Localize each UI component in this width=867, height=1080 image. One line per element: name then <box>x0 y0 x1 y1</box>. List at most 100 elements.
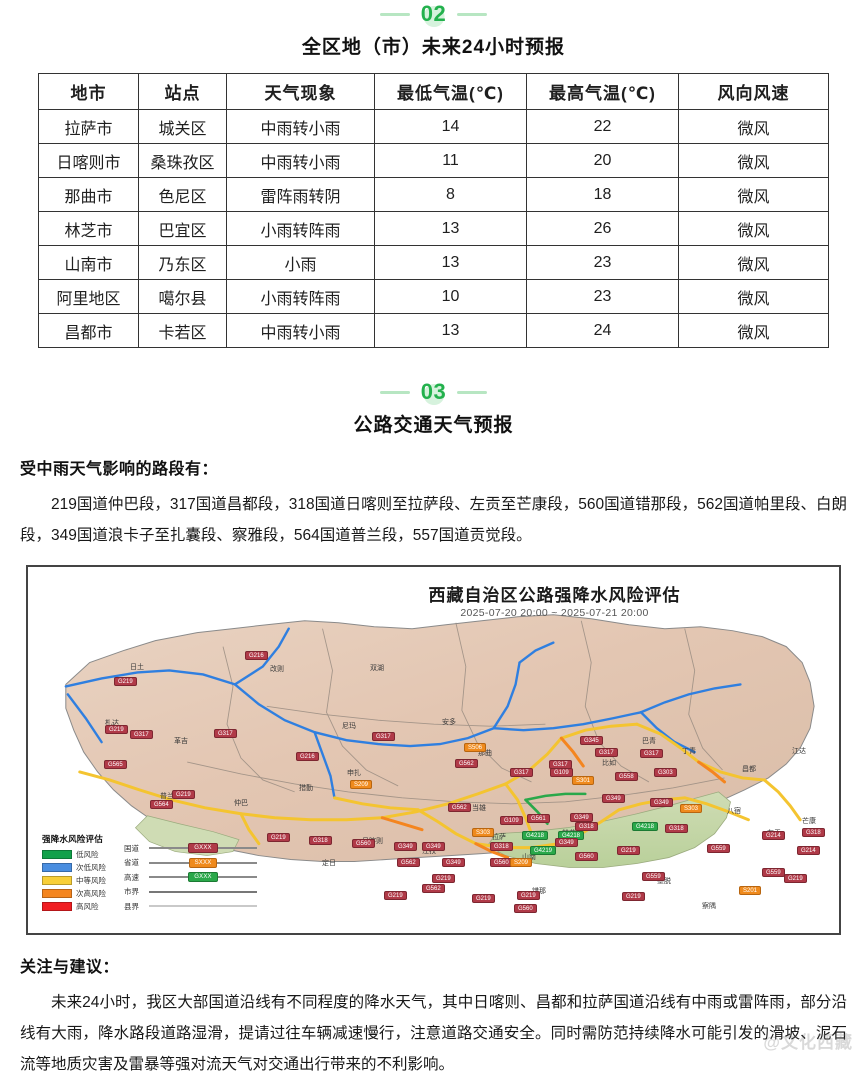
legend-item: 次高风险 <box>42 888 106 899</box>
road-line <box>149 847 189 849</box>
road-chip-expressway: GXXX <box>188 872 218 882</box>
road-sample-expressway: GXXX <box>149 872 258 882</box>
cell-weather: 小雨 <box>226 245 375 280</box>
legend-item: 次低风险 <box>42 862 106 873</box>
section-03-number: 03 <box>420 379 447 404</box>
legend-road-group: 国道 GXXX 省道 SXXX 高速 GXXX <box>124 833 258 916</box>
map-road-code-chip: G4219 <box>530 846 557 855</box>
map-place-label: 巴青 <box>642 738 656 745</box>
map-road-code-chip: G560 <box>575 852 598 861</box>
map-place-label: 当雄 <box>472 805 486 812</box>
cell-site: 桑珠孜区 <box>138 143 227 178</box>
map-road-code-chip: G219 <box>384 891 407 900</box>
column-header-tmin: 最低气温(℃) <box>374 73 527 110</box>
road-type-label-national: 国道 <box>124 843 139 853</box>
road-line <box>217 876 258 878</box>
map-road-code-chip: G349 <box>602 794 625 803</box>
cell-weather: 小雨转阵雨 <box>226 279 375 314</box>
section-03-badge: 03 <box>0 378 867 406</box>
road-sample-national: GXXX <box>149 843 258 853</box>
map-subtitle: 2025-07-20 20:00 ~ 2025-07-21 20:00 <box>460 607 649 619</box>
cell-tmax: 18 <box>526 177 679 212</box>
section-02-number: 02 <box>420 1 447 26</box>
cell-weather: 中雨转小雨 <box>226 109 375 144</box>
map-road-code-chip: G559 <box>762 868 785 877</box>
map-place-label: 拉萨 <box>492 834 506 841</box>
map-graphic <box>64 614 815 868</box>
boundary-label-city: 市界 <box>124 887 139 896</box>
risk-swatch-low <box>42 849 72 859</box>
cell-tmin: 13 <box>374 245 527 280</box>
map-place-label: 安多 <box>442 719 456 726</box>
map-road-code-chip: G560 <box>514 904 537 913</box>
risk-swatch-high <box>42 901 72 911</box>
map-road-code-chip: G349 <box>394 842 417 851</box>
legend-item: 低风险 <box>42 849 106 860</box>
map-road-code-chip: S209 <box>510 858 533 867</box>
high-risk-roads <box>380 736 727 860</box>
risk-label-sublow: 次低风险 <box>76 862 106 872</box>
table-row: 阿里地区 噶尔县 小雨转阵雨 10 23 微风 <box>38 279 829 314</box>
map-road-code-chip: G561 <box>527 814 550 823</box>
map-road-code-chip: G562 <box>422 884 445 893</box>
boundary-label-county: 县界 <box>124 901 139 911</box>
table-row: 林芝市 巴宜区 小雨转阵雨 13 26 微风 <box>38 211 829 246</box>
map-place-label: 普兰 <box>160 793 174 800</box>
map-road-code-chip: G560 <box>352 839 375 848</box>
risk-swatch-sublow <box>42 862 72 872</box>
map-place-label: 江孜 <box>422 848 436 855</box>
badge-dash-right <box>457 12 488 16</box>
risk-swatch-subhigh <box>42 888 72 898</box>
badge-dash-left <box>379 390 410 394</box>
map-road-code-chip: G317 <box>510 768 533 777</box>
badge-dash-right <box>457 390 488 394</box>
cell-city: 昌都市 <box>38 313 139 348</box>
legend-road-item: 高速 GXXX <box>124 872 258 883</box>
map-road-code-chip: G219 <box>622 892 645 901</box>
map-road-code-chip: G219 <box>172 790 195 799</box>
legend-item: 高风险 <box>42 901 106 912</box>
cell-city: 日喀则市 <box>38 143 139 178</box>
risk-label-high: 高风险 <box>76 901 99 911</box>
map-road-code-chip: G562 <box>455 759 478 768</box>
cell-tmax: 26 <box>526 211 679 246</box>
boundary-line-county <box>149 905 257 907</box>
road-line <box>217 861 257 864</box>
map-road-code-chip: G349 <box>570 813 593 822</box>
legend-boundary-item: 市界 <box>124 886 257 897</box>
cell-city: 山南市 <box>38 245 139 280</box>
section-02-title: 全区地（市）未来24小时预报 <box>301 37 566 58</box>
cell-tmin: 8 <box>374 177 527 212</box>
map-road-code-chip: G564 <box>150 800 173 809</box>
map-road-code-chip: G349 <box>442 858 465 867</box>
map-road-code-chip: G214 <box>797 846 820 855</box>
risk-label-subhigh: 次高风险 <box>76 888 106 898</box>
cell-site: 城关区 <box>138 109 227 144</box>
map-road-code-chip: G303 <box>654 768 677 777</box>
advice-heading: 关注与建议： <box>20 959 120 976</box>
map-road-code-chip: G317 <box>130 730 153 739</box>
map-road-code-chip: G562 <box>448 803 471 812</box>
cell-tmax: 22 <box>526 109 679 144</box>
map-place-label: 察隅 <box>702 903 716 910</box>
table-header-row: 地市 站点 天气现象 最低气温(℃) 最高气温(℃) 风向风速 <box>38 73 829 110</box>
cell-site: 色尼区 <box>138 177 227 212</box>
forecast-table-wrapper: 地市 站点 天气现象 最低气温(℃) 最高气温(℃) 风向风速 拉萨市 城关区 … <box>38 73 829 348</box>
map-place-label: 比如 <box>602 760 616 767</box>
map-road-code-chip: S506 <box>464 743 487 752</box>
road-line <box>149 861 189 864</box>
cell-tmin: 14 <box>374 109 527 144</box>
table-row: 那曲市 色尼区 雷阵雨转阴 8 18 微风 <box>38 177 829 212</box>
road-line <box>149 876 189 878</box>
cell-weather: 中雨转小雨 <box>226 143 375 178</box>
map-road-code-chip: G558 <box>615 772 638 781</box>
legend-boundary-item: 县界 <box>124 901 257 912</box>
medium-risk-roads <box>78 722 802 850</box>
cell-tmin: 13 <box>374 313 527 348</box>
map-place-label: 昌都 <box>742 766 756 773</box>
risk-label-low: 低风险 <box>76 849 99 859</box>
map-road-code-chip: G565 <box>104 760 127 769</box>
map-road-code-chip: G559 <box>707 844 730 853</box>
map-road-code-chip: G318 <box>802 828 825 837</box>
map-road-code-chip: G317 <box>372 732 395 741</box>
